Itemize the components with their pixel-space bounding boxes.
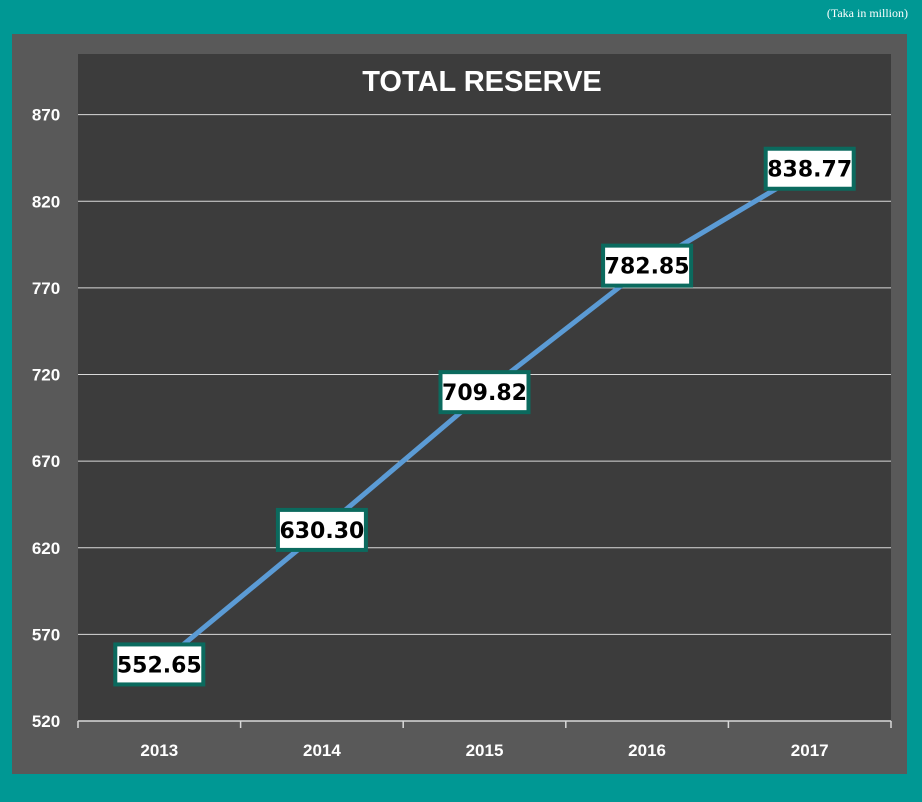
axes: 520 570 620 670 720 770 820 870 2013 2014 2015 2016… [32,106,892,760]
y-tick-label: 770 [32,279,60,298]
y-tick-label: 620 [32,539,60,558]
y-tick-label: 720 [32,366,60,385]
y-tick-label: 870 [32,106,60,125]
unit-note: (Taka in million) [826,6,908,20]
data-label-box [275,507,368,552]
x-tick-label: 2016 [628,741,666,760]
x-tick-label: 2017 [791,741,829,760]
data-label-box [763,146,856,191]
data-label-text: 838.77 [767,158,852,183]
data-label: 709.82 [438,370,531,415]
data-label-box [601,243,694,288]
data-label-box [438,370,531,415]
data-label-text: 552.65 [117,653,202,678]
data-label-text: 630.30 [279,519,364,544]
data-label: 838.77 [763,146,856,191]
chart-title: TOTAL RESERVE [362,66,602,98]
data-label: 782.85 [601,243,694,288]
series-line [156,166,813,667]
data-labels: 552.65 630.30 709.82 782.85 838.77 [113,146,856,687]
data-label: 630.30 [275,507,368,552]
data-label: 552.65 [113,642,206,687]
data-label-text: 709.82 [442,381,527,406]
series [156,166,813,667]
y-tick-label: 570 [32,625,60,644]
x-tick-label: 2015 [466,741,504,760]
data-label-box [113,642,206,687]
data-label-text: 782.85 [605,255,690,280]
y-tick-label: 520 [32,712,60,731]
x-tick-label: 2013 [140,741,178,760]
x-tick-label: 2014 [303,741,341,760]
y-tick-label: 820 [32,192,60,211]
y-tick-label: 670 [32,452,60,471]
